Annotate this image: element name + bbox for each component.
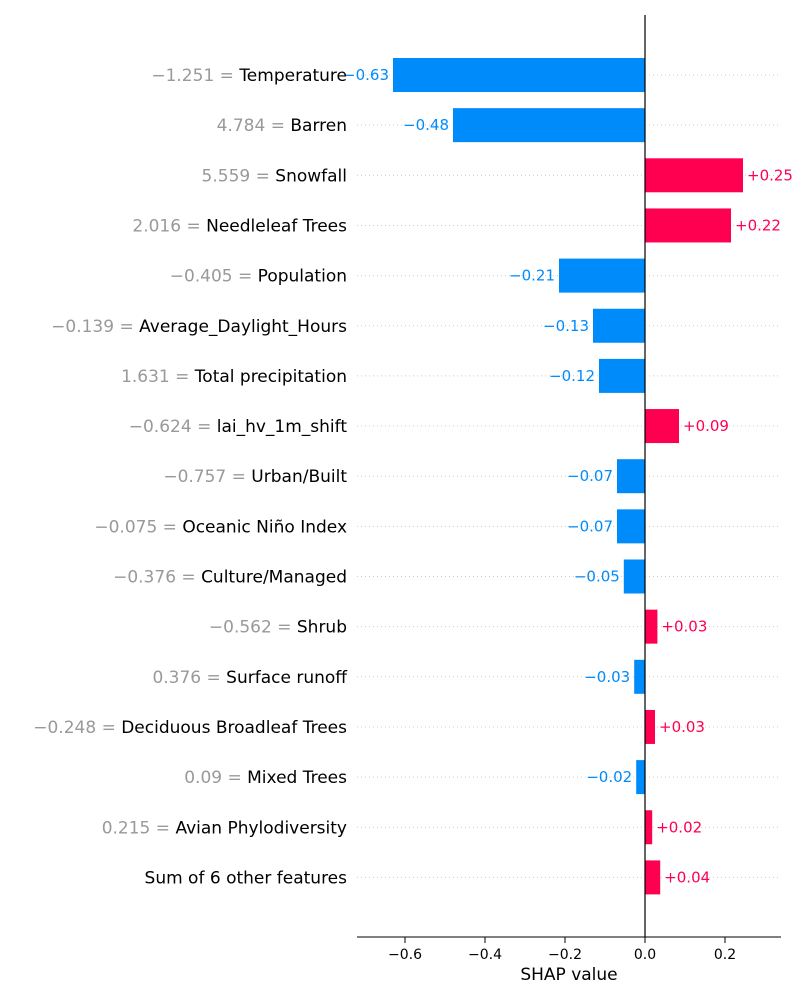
x-tick-label: 0.2 [714,947,736,963]
x-axis-label: SHAP value [520,965,617,985]
bars [393,58,743,895]
feature-value: 0.215 = [102,818,176,838]
x-tick-label: −0.4 [468,947,502,963]
feature-label: 0.215 = Avian Phylodiversity [102,818,347,838]
feature-label: −0.248 = Deciduous Broadleaf Trees [33,718,347,738]
feature-label: −0.562 = Shrub [209,618,347,638]
feature-value: −0.139 = [51,317,139,337]
feature-name: Oceanic Niño Index [182,517,347,537]
feature-label: 2.016 = Needleleaf Trees [132,216,347,236]
feature-name: lai_hv_1m_shift [217,417,348,437]
bar-value-label: −0.05 [574,568,620,586]
feature-label: 4.784 = Barren [217,116,347,136]
feature-value: −0.757 = [163,467,251,487]
feature-value: 0.376 = [152,668,226,688]
x-tick-label: −0.6 [388,947,422,963]
feature-label: 0.09 = Mixed Trees [184,768,347,788]
bar-value-label: −0.63 [343,66,389,84]
feature-name: Barren [290,116,347,136]
feature-value: 4.784 = [217,116,291,136]
feature-label: 0.376 = Surface runoff [152,668,348,688]
bar-value-label: +0.04 [664,868,710,886]
bar-value-label: +0.03 [659,718,705,736]
feature-name: Snowfall [275,166,347,186]
feature-name: Urban/Built [251,467,347,487]
bar-value-label: +0.25 [747,166,793,184]
feature-name: Surface runoff [226,668,348,688]
feature-name: Culture/Managed [201,568,347,588]
feature-name: Avian Phylodiversity [175,818,347,838]
bar-value-label: −0.02 [586,768,632,786]
bar-value-label: −0.03 [584,668,630,686]
feature-name: Shrub [297,618,347,638]
bar-value-labels: −0.63 −0.48 +0.25 +0.22 −0.21 −0.13 −0.12 +0.09… [343,66,793,886]
bar-value-label: +0.02 [656,818,702,836]
feature-name: Average_Daylight_Hours [139,317,347,337]
bar-value-label: +0.03 [661,618,707,636]
feature-value: −0.248 = [33,718,121,738]
feature-value: 5.559 = [202,166,276,186]
feature-label: −0.075 = Oceanic Niño Index [94,517,347,537]
x-ticks: −0.6 −0.4 −0.2 0.0 0.2 [388,937,736,963]
x-tick-label: −0.2 [548,947,582,963]
bar [559,258,645,293]
feature-name: Deciduous Broadleaf Trees [121,718,347,738]
bar [599,358,645,393]
feature-labels: −1.251 = Temperature 4.784 = Barren 5.559 … [33,66,348,888]
feature-name: Sum of 6 other features [145,868,348,888]
bar [645,208,731,243]
bar [645,810,653,845]
feature-value: 1.631 = [121,367,195,387]
feature-value: −0.624 = [129,417,217,437]
bar-value-label: +0.09 [683,417,729,435]
feature-name: Needleleaf Trees [206,216,347,236]
bar [645,709,655,744]
feature-name: Mixed Trees [247,768,347,788]
feature-label: −0.405 = Population [170,267,347,287]
feature-name: Population [258,267,347,287]
feature-value: 0.09 = [184,768,247,788]
bar [645,158,743,193]
bar [634,659,645,694]
feature-value: −0.075 = [94,517,182,537]
bar [453,108,645,143]
feature-value: −1.251 = [151,66,239,86]
bar [617,509,645,544]
bar-value-label: −0.07 [567,517,613,535]
row-guides [357,74,781,878]
bar [617,459,645,494]
bar [623,559,645,594]
feature-label: 5.559 = Snowfall [202,166,347,186]
bar-value-label: −0.21 [509,267,555,285]
bar-value-label: −0.48 [403,116,449,134]
bar [593,308,645,343]
feature-label: −0.624 = lai_hv_1m_shift [129,417,348,437]
x-tick-label: 0.0 [634,947,656,963]
bar-value-label: −0.12 [549,367,595,385]
bar-value-label: −0.13 [543,317,589,335]
bar-value-label: +0.22 [735,216,781,234]
bar [636,760,645,795]
bar [645,609,658,644]
feature-name: Temperature [238,66,347,86]
feature-value: 2.016 = [132,216,206,236]
feature-value: −0.405 = [170,267,258,287]
bar [645,409,679,444]
feature-value: −0.376 = [113,568,201,588]
feature-label: −0.139 = Average_Daylight_Hours [51,317,347,337]
feature-label: Sum of 6 other features [145,868,348,888]
bar [645,860,661,895]
bar [393,58,645,92]
feature-value: −0.562 = [209,618,297,638]
x-axis: −0.6 −0.4 −0.2 0.0 0.2 [357,936,781,963]
feature-name: Total precipitation [194,367,347,387]
feature-label: −1.251 = Temperature [151,66,347,86]
feature-label: −0.376 = Culture/Managed [113,568,347,588]
feature-label: 1.631 = Total precipitation [121,367,347,387]
feature-label: −0.757 = Urban/Built [163,467,347,487]
bar-value-label: −0.07 [567,467,613,485]
